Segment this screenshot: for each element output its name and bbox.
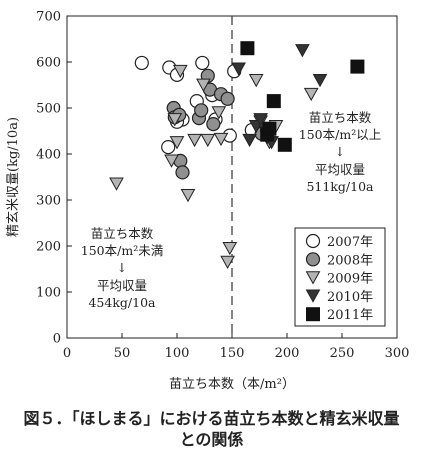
data-point [240,41,255,56]
x-tick-label: 300 [385,346,410,361]
legend-label: 2010年 [327,290,373,305]
legend-label: 2011年 [327,308,373,323]
data-point [161,140,176,155]
data-point [211,106,227,120]
data-point [134,55,149,71]
annotation-low-line: ↓ [117,260,127,275]
data-point [262,121,277,136]
data-point [172,64,188,79]
data-point [277,137,292,152]
data-point [303,87,319,102]
figure-caption: 図５．「ほしまる」における苗立ち本数と精玄米収量 との関係 [0,408,423,450]
y-tick-label: 500 [36,102,61,117]
data-points [109,41,365,269]
data-point [169,136,185,150]
y-tick-label: 400 [36,148,61,163]
x-axis-label: 苗立ち本数（本/m²） [169,377,295,392]
legend-marker [305,252,321,267]
data-point [206,116,221,132]
data-point [220,91,235,106]
legend-marker [305,289,321,303]
scatter-chart: 0 100 200 300 400 500 600 700 0 50 100 150 200 250 300… [6,10,409,393]
x-tick-label: 50 [114,346,131,361]
legend-marker [305,233,321,249]
axis-ticks: 0 100 200 300 400 500 600 700 0 50 100 150 200 250 300 [36,10,409,362]
y-tick-label: 200 [36,240,61,255]
axis-labels: 苗立ち本数（本/m²） 精玄米収量(kg/10a) [6,117,295,392]
data-point [194,103,209,118]
x-tick-label: 200 [275,346,300,361]
legend-label: 2008年 [327,253,373,268]
data-point [242,133,257,148]
annotation-high-line: 150本/m²以上 [299,127,381,142]
x-tick-label: 0 [63,346,71,361]
y-tick-label: 0 [53,332,61,347]
data-point [196,78,211,92]
annotations: 苗立ち本数 150本/m²以上 ↓ 平均収量 511kg/10a 苗立ち本数 150本/m²… [81,110,381,310]
data-point [195,55,210,71]
data-point [248,74,264,88]
legend: 2007年 2008年 2009年 2010年 2011年 [294,227,386,327]
annotation-high-line: 511kg/10a [306,179,374,194]
data-point [220,255,235,269]
data-point [295,44,310,58]
caption-line-1: 図５．「ほしまる」における苗立ち本数と精玄米収量 [23,409,400,428]
data-point [167,113,183,127]
data-point [266,94,281,109]
annotation-low-line: 平均収量 [97,278,147,293]
legend-marker [306,307,320,322]
data-point [187,133,202,148]
data-point [253,113,268,127]
y-tick-label: 700 [36,10,61,25]
data-point [312,74,328,88]
y-axis-label: 精玄米収量(kg/10a) [6,117,21,237]
annotation-low-line: 150本/m²未満 [81,243,163,258]
y-tick-label: 300 [36,194,61,209]
data-point [180,189,196,203]
data-point [350,59,365,74]
legend-marker [305,271,321,285]
data-point [231,62,246,76]
data-point [213,132,229,147]
caption-line-2: との関係 [179,430,244,449]
legend-label: 2009年 [327,272,373,287]
series-2011年 [240,41,365,152]
data-point [222,241,238,256]
legend-label: 2007年 [327,235,373,250]
annotation-high-line: 苗立ち本数 [309,110,372,125]
annotation-high-line: 平均収量 [315,162,365,177]
y-tick-label: 600 [36,56,61,71]
annotation-low-line: 苗立ち本数 [91,226,154,241]
data-point [109,177,124,191]
data-point [175,165,190,180]
annotation-low-line: 454kg/10a [88,295,156,310]
data-point [200,133,216,148]
x-tick-label: 150 [220,346,245,361]
data-point [164,154,179,168]
annotation-high-line: ↓ [335,144,345,159]
x-tick-label: 250 [330,346,355,361]
y-tick-label: 100 [36,286,61,301]
x-tick-label: 100 [165,346,190,361]
